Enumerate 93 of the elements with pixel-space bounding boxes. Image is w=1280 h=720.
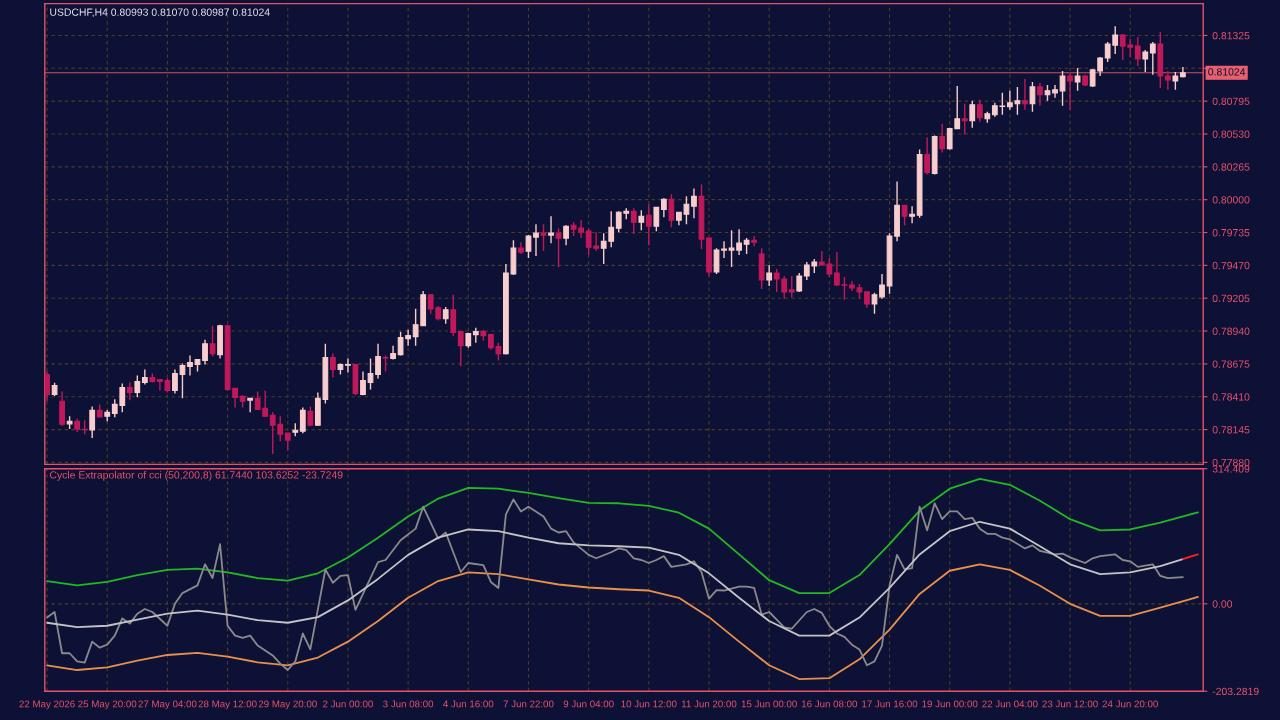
y-tick-label: 0.80530 [1212,130,1250,138]
y-tick-label: 0.00 [1212,600,1233,608]
candlestick [555,227,562,268]
y-tick-label: 0.78940 [1212,327,1250,335]
line-series [46,563,1199,680]
y-tick-label: 0.79735 [1212,229,1250,237]
y-tick-label: 0.78675 [1212,360,1250,368]
candlestick [1142,49,1149,73]
candlestick [330,352,336,379]
candlestick [1022,78,1028,111]
x-tick-label: 28 May 12:00 [198,700,257,710]
candlestick [209,325,216,358]
x-tick-label: 27 May 04:00 [138,700,197,710]
ref-line-label: 0.81024 [1208,68,1246,76]
candlestick [1074,67,1081,92]
candlestick [668,193,675,228]
candlestick [924,136,931,176]
x-tick-label: 22 May 2026 [19,700,75,710]
y-tick-label: 314.409 [1212,465,1250,473]
candlestick [1134,36,1141,67]
candlestick [871,292,878,315]
candlestick [472,327,479,344]
candlestick [540,223,547,252]
candlestick [533,223,539,257]
candlestick [901,204,908,226]
x-tick-label: 10 Jun 12:00 [621,700,677,708]
x-tick-label: 22 Jun 04:00 [982,700,1038,708]
chart-title: Cycle Extrapolator of cci (50,200,8) 61.7440 103.6252 -23.7249 [49,470,343,481]
candlestick [1037,82,1043,107]
candlestick [638,209,645,231]
y-tick-label: 0.77880 [1212,458,1250,467]
y-tick-label: 0.79205 [1212,294,1250,303]
candlestick [939,123,946,154]
chart-title: USDCHF,H4 0.80993 0.81070 0.80987 0.81024 [50,8,270,18]
candlestick [645,203,652,246]
x-tick-label: 29 May 20:00 [258,700,317,710]
candlestick [630,207,637,235]
candlestick [660,197,667,218]
candlestick [59,390,65,427]
candlestick [1052,84,1058,99]
y-tick-label: 0.79470 [1212,261,1250,270]
candlestick [751,235,758,247]
x-tick-label: 4 Jun 16:00 [443,700,494,708]
candlestick [879,273,885,300]
y-tick-label: 0.78145 [1212,426,1250,434]
candlestick [299,406,306,434]
x-tick-label: 7 Jun 22:00 [503,700,554,708]
x-tick-label: 3 Jun 08:00 [383,700,434,708]
x-tick-label: 17 Jun 16:00 [862,700,918,708]
line-series [46,520,1184,637]
x-tick-label: 2 Jun 00:00 [323,700,373,708]
candlestick [1164,70,1171,91]
y-tick-label: -203.2819 [1212,687,1259,696]
x-tick-label: 11 Jun 20:00 [681,700,737,708]
candlestick [525,234,532,259]
candlestick [375,342,381,380]
y-tick-label: 0.80795 [1212,97,1250,106]
candlestick [788,275,795,299]
y-tick-label: 0.81325 [1212,31,1250,40]
candlestick [1149,41,1156,76]
candlestick [1067,71,1073,111]
x-tick-label: 15 Jun 00:00 [741,700,797,708]
y-tick-label: 0.78410 [1212,393,1250,401]
x-tick-label: 16 Jun 08:00 [801,700,858,708]
y-tick-label: 0.80265 [1212,163,1250,171]
x-tick-label: 25 May 20:00 [78,700,137,710]
candlestick [1059,70,1066,107]
candlestick [976,99,983,123]
candlestick [796,272,803,293]
candlestick [202,339,208,366]
x-tick-label: 24 Jun 20:00 [1102,700,1158,708]
candlestick [766,264,773,287]
candlestick [1029,81,1036,113]
candlestick [548,215,554,244]
candlestick [247,397,254,414]
candlestick [44,370,50,402]
x-tick-label: 23 Jun 12:00 [1042,700,1098,708]
x-tick-label: 9 Jun 04:00 [563,700,614,708]
candlestick [909,205,915,224]
candlestick [653,206,660,232]
candlestick [134,374,141,399]
candlestick [961,103,968,136]
candlestick [89,405,96,439]
line-series [46,498,1184,671]
x-tick-label: 19 Jun 00:00 [922,700,978,708]
candlestick [691,187,697,219]
y-tick-label: 0.80000 [1212,196,1250,204]
candlestick [345,357,351,374]
candlestick [457,330,464,367]
candlestick [563,224,569,246]
candlestick [969,100,976,129]
candlestick [450,294,457,338]
candlestick [187,354,193,377]
